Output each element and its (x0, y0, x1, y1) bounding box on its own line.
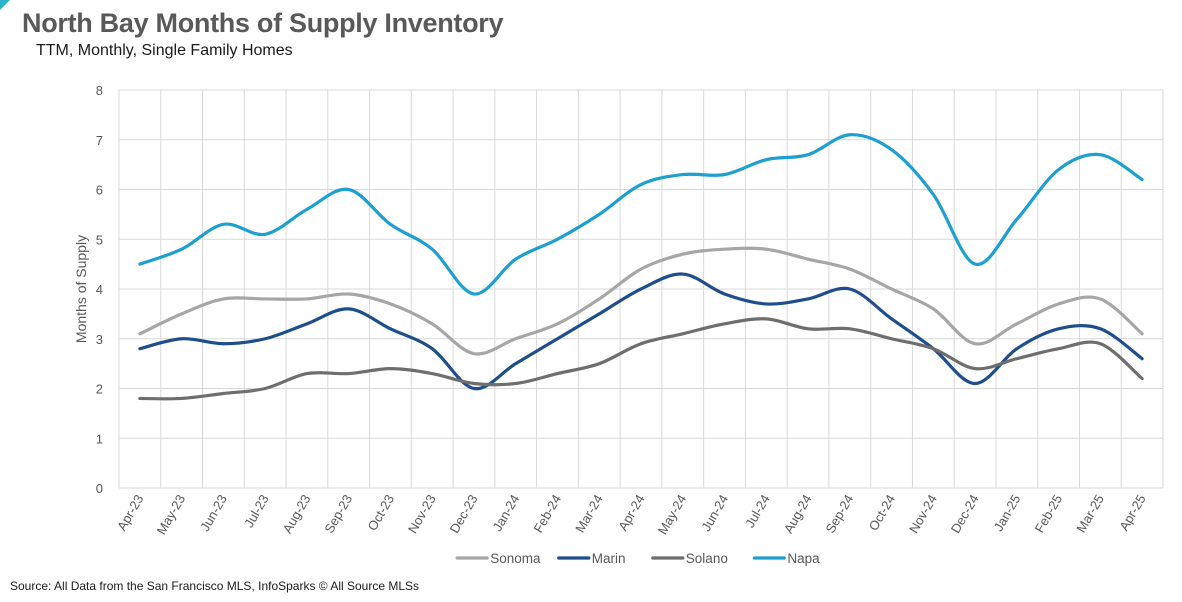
chart-title: North Bay Months of Supply Inventory (22, 8, 504, 38)
x-tick-label: Jul-23 (241, 492, 272, 530)
series-line-napa (138, 133, 1144, 296)
x-tick-label: Dec-23 (447, 492, 481, 536)
x-tick-label: Dec-24 (948, 492, 982, 536)
series-line-marin (138, 272, 1144, 391)
x-tick-label: Aug-24 (781, 492, 815, 536)
x-tick-label: Sep-23 (321, 492, 355, 536)
chart-subtitle: TTM, Monthly, Single Family Homes (36, 42, 293, 59)
x-tick-label: Jun-24 (698, 492, 731, 534)
y-axis-title: Months of Supply (73, 235, 89, 343)
series-line-sonoma (138, 246, 1144, 356)
source-note: Source: All Data from the San Francisco … (10, 579, 420, 593)
x-tick-label: Jul-24 (742, 492, 773, 530)
y-tick-label: 0 (96, 481, 103, 496)
x-tick-label: Nov-24 (906, 492, 940, 536)
x-tick-label: Apr-24 (615, 492, 648, 533)
x-tick-label: Apr-23 (114, 492, 147, 533)
x-tick-label: Jan-25 (991, 492, 1024, 534)
y-tick-label: 3 (96, 332, 103, 347)
series-line-solano (138, 317, 1144, 401)
y-tick-label: 6 (96, 183, 103, 198)
series-lines (138, 133, 1144, 401)
legend: Sonoma Marin Solano Napa (455, 551, 820, 566)
x-tick-label: Feb-25 (1032, 492, 1066, 535)
y-tick-label: 7 (96, 133, 103, 148)
x-tick-label: Oct-23 (365, 492, 397, 533)
x-tick-label: May-23 (154, 492, 189, 537)
y-tick-label: 5 (96, 232, 103, 247)
x-tick-label: Mar-25 (1073, 492, 1107, 535)
x-tick-label: Oct-24 (866, 492, 898, 533)
x-tick-label: Jan-24 (489, 492, 522, 534)
legend-label-sonoma: Sonoma (490, 551, 541, 566)
x-tick-label: Feb-24 (530, 492, 564, 535)
legend-label-napa: Napa (787, 551, 820, 566)
x-tick-label: Jun-23 (197, 492, 230, 534)
x-tick-label: May-24 (655, 492, 690, 537)
gridlines (118, 89, 1164, 489)
x-tick-label: Nov-23 (405, 492, 439, 536)
corner-accent (0, 0, 10, 10)
y-tick-label: 8 (96, 83, 103, 98)
x-tick-label: Mar-24 (572, 492, 606, 535)
legend-label-marin: Marin (592, 551, 626, 566)
x-tick-label: Aug-23 (280, 492, 314, 536)
legend-label-solano: Solano (686, 551, 728, 566)
x-tick-label: Apr-25 (1116, 492, 1149, 533)
y-tick-label: 4 (96, 282, 103, 297)
y-tick-label: 1 (96, 431, 103, 446)
x-tick-label: Sep-24 (822, 492, 856, 536)
y-tick-label: 2 (96, 382, 103, 397)
